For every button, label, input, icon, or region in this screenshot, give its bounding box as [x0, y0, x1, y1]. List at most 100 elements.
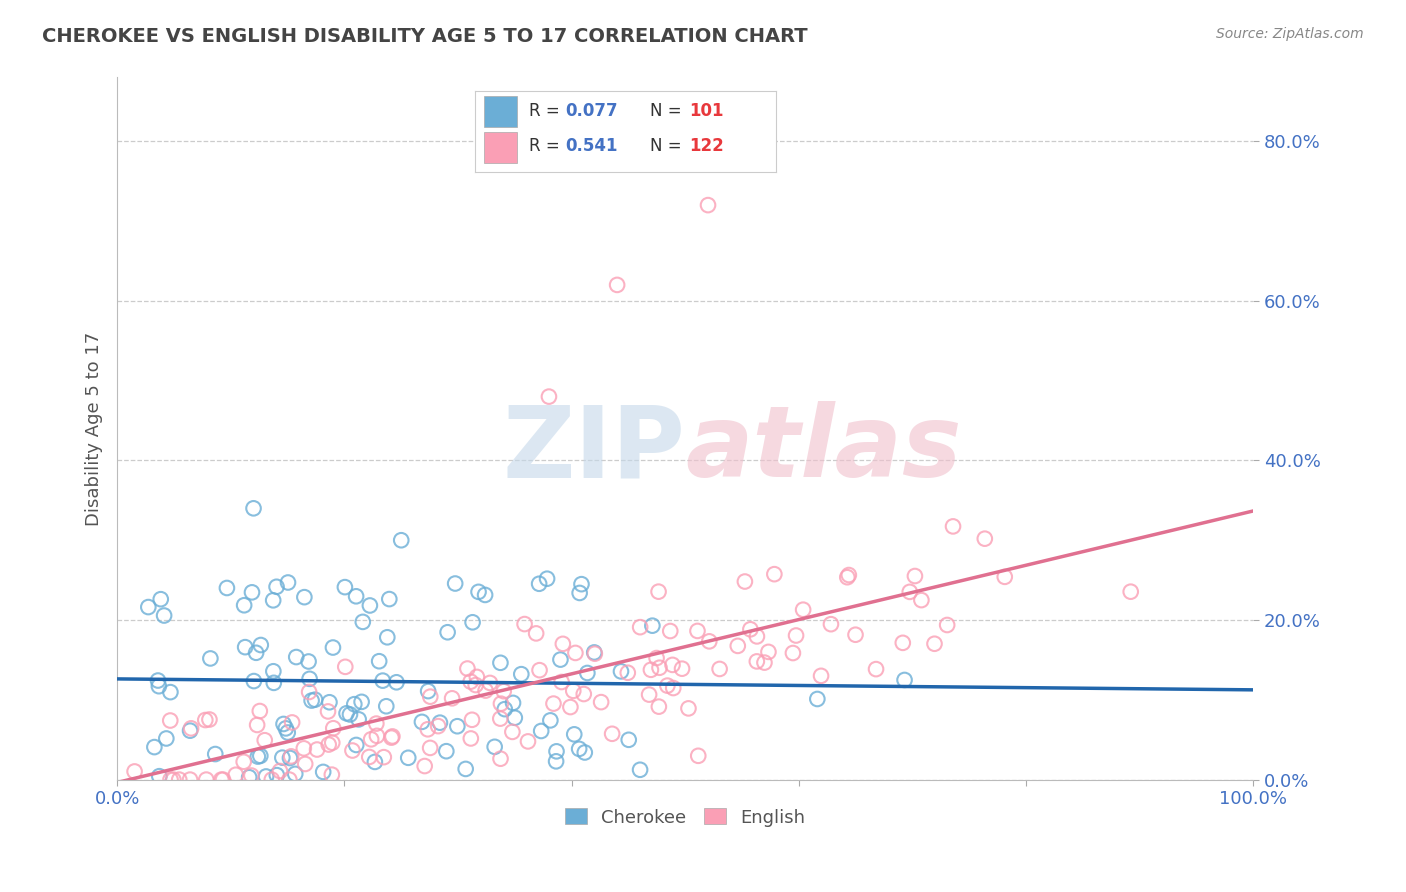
Point [904, 569, 927, 583]
Point [352, 615, 374, 629]
Point [371, 673, 394, 688]
Point [364, 755, 387, 769]
Point [606, 277, 628, 292]
Point [527, 576, 550, 591]
Point [238, 770, 260, 784]
Point [146, 673, 169, 688]
Point [375, 630, 398, 644]
Point [530, 723, 553, 738]
Point [335, 706, 357, 721]
Point [994, 570, 1017, 584]
Point [910, 593, 932, 607]
Point [321, 736, 343, 750]
Point [194, 713, 217, 727]
Point [233, 599, 256, 613]
Text: ZIP: ZIP [502, 401, 685, 498]
Point [474, 588, 496, 602]
Point [342, 743, 364, 757]
Text: CHEROKEE VS ENGLISH DISABILITY AGE 5 TO 17 CORRELATION CHART: CHEROKEE VS ENGLISH DISABILITY AGE 5 TO … [42, 27, 808, 45]
Point [591, 695, 613, 709]
Point [617, 732, 640, 747]
Point [641, 618, 664, 632]
Point [792, 603, 814, 617]
Point [262, 593, 284, 607]
Point [195, 772, 218, 787]
Point [124, 764, 146, 779]
Point [179, 723, 201, 738]
Point [434, 744, 457, 758]
Point [678, 701, 700, 715]
Point [167, 772, 190, 787]
Point [628, 763, 651, 777]
Point [503, 711, 526, 725]
Point [359, 599, 381, 613]
Point [322, 640, 344, 655]
Point [215, 581, 238, 595]
Point [560, 700, 582, 714]
Point [571, 577, 593, 591]
Point [209, 772, 232, 787]
Point [524, 626, 547, 640]
Point [380, 731, 402, 745]
Point [568, 742, 591, 756]
Point [159, 772, 181, 787]
Point [837, 570, 859, 584]
Point [460, 674, 482, 689]
Point [278, 751, 301, 765]
Point [489, 752, 512, 766]
Point [898, 585, 921, 599]
Point [225, 768, 247, 782]
Point [307, 742, 329, 756]
Point [344, 589, 367, 603]
Point [159, 685, 181, 699]
Point [318, 695, 340, 709]
Point [347, 712, 370, 726]
Point [155, 731, 177, 746]
Point [159, 714, 181, 728]
Point [263, 676, 285, 690]
Point [266, 768, 288, 782]
Point [657, 679, 679, 693]
Point [359, 750, 381, 764]
Point [502, 696, 524, 710]
Point [419, 690, 441, 704]
Point [281, 715, 304, 730]
Point [600, 727, 623, 741]
Point [441, 691, 464, 706]
Point [865, 662, 887, 676]
Point [249, 748, 271, 763]
Point [973, 532, 995, 546]
Point [709, 662, 731, 676]
Point [136, 600, 159, 615]
Point [513, 617, 536, 632]
Point [322, 721, 344, 735]
Point [610, 665, 633, 679]
Point [562, 683, 585, 698]
Point [697, 634, 720, 648]
Point [269, 764, 291, 778]
Point [419, 740, 441, 755]
Point [294, 756, 316, 771]
Point [745, 629, 768, 643]
Point [304, 692, 326, 706]
Point [785, 628, 807, 642]
Point [368, 654, 391, 668]
Point [494, 702, 516, 716]
Point [489, 712, 512, 726]
Point [411, 714, 433, 729]
Point [763, 567, 786, 582]
Point [285, 650, 308, 665]
Point [574, 746, 596, 760]
Point [537, 390, 560, 404]
Y-axis label: Disability Age 5 to 17: Disability Age 5 to 17 [86, 332, 103, 525]
Point [536, 572, 558, 586]
Point [686, 624, 709, 638]
Point [564, 646, 586, 660]
Point [758, 645, 780, 659]
Point [782, 646, 804, 660]
Point [366, 716, 388, 731]
Point [492, 684, 515, 698]
Point [517, 734, 540, 748]
Point [550, 652, 572, 666]
Point [143, 740, 166, 755]
